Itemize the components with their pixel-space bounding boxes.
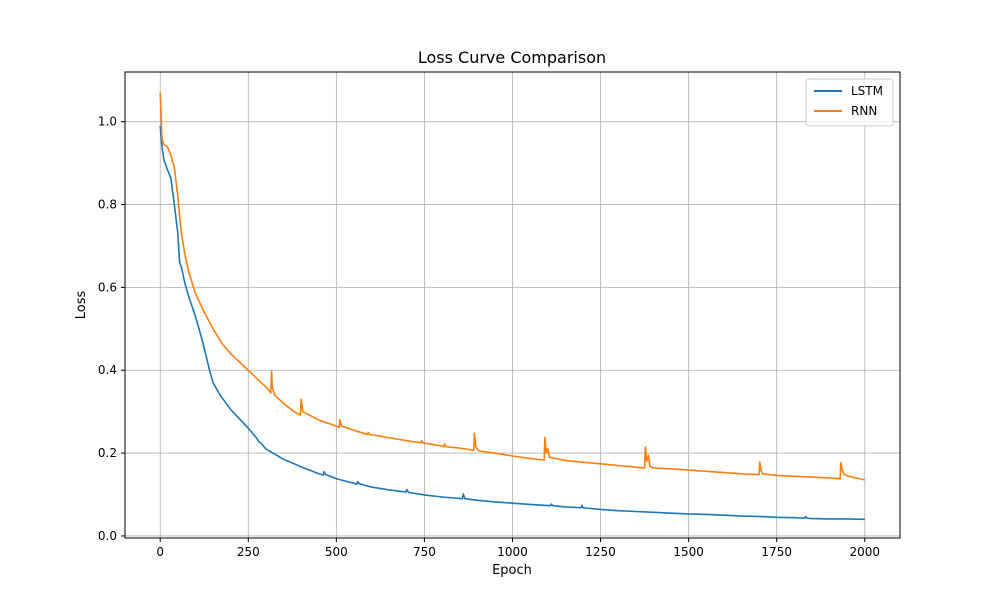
x-tick-label: 500 bbox=[325, 545, 348, 559]
y-tick-label: 0.0 bbox=[98, 529, 117, 543]
x-tick-label: 1250 bbox=[585, 545, 616, 559]
x-tick-label: 0 bbox=[156, 545, 164, 559]
y-tick-label: 0.4 bbox=[98, 363, 117, 377]
tick-layer: 0 250 500 750 1000 1250 1500 1750 2000 0.0 0.2 0.4 0… bbox=[98, 115, 880, 559]
x-tick-label: 750 bbox=[413, 545, 436, 559]
x-tick-label: 250 bbox=[237, 545, 260, 559]
chart-title: Loss Curve Comparison bbox=[418, 48, 606, 67]
y-tick-label: 0.2 bbox=[98, 446, 117, 460]
series-layer bbox=[159, 92, 865, 521]
series-line-lstm bbox=[159, 125, 865, 521]
x-tick-label: 1000 bbox=[497, 545, 528, 559]
x-tick-label: 2000 bbox=[849, 545, 880, 559]
x-tick-label: 1500 bbox=[673, 545, 704, 559]
legend-label-rnn: RNN bbox=[851, 104, 877, 118]
y-tick-label: 0.8 bbox=[98, 198, 117, 212]
y-tick-label: 0.6 bbox=[98, 280, 117, 294]
x-axis-label: Epoch bbox=[492, 563, 532, 578]
x-tick-label: 1750 bbox=[761, 545, 792, 559]
legend-label-lstm: LSTM bbox=[851, 84, 883, 98]
legend: LSTM RNN bbox=[805, 78, 894, 127]
y-tick-label: 1.0 bbox=[98, 115, 117, 129]
grid-layer bbox=[125, 72, 900, 538]
series-line-rnn bbox=[159, 92, 865, 481]
y-axis-label: Loss bbox=[74, 291, 89, 320]
